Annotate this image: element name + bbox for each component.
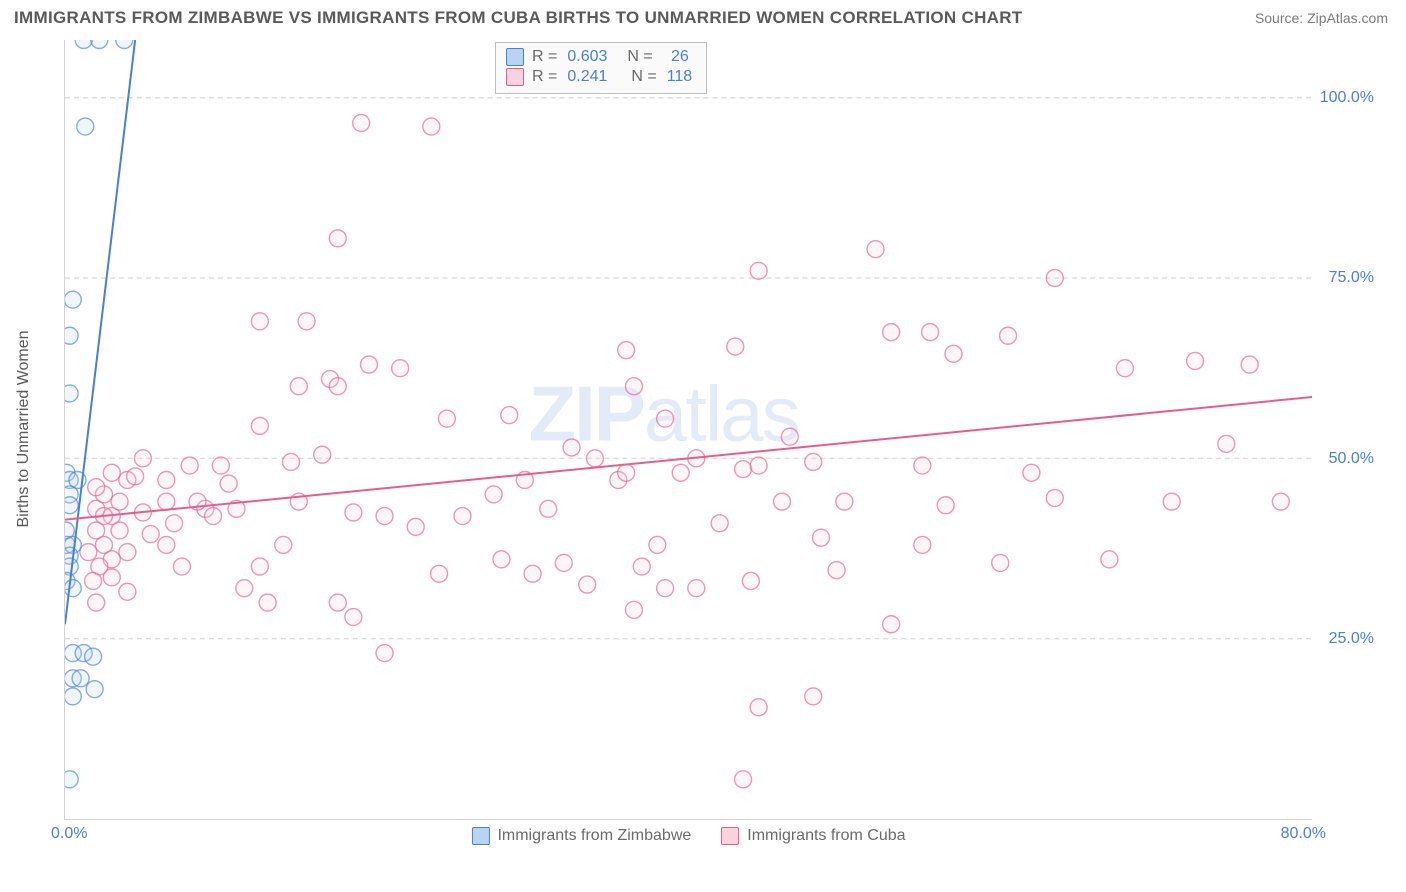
y-tick-label: 100.0%	[1320, 89, 1374, 107]
chart-title: IMMIGRANTS FROM ZIMBABWE VS IMMIGRANTS F…	[14, 8, 1023, 28]
x-tick-first: 0.0%	[51, 825, 87, 843]
plot-region: ZIPatlas R = 0.603 N = 26 R = 0.241 N = …	[64, 40, 1312, 820]
swatch-cuba	[506, 68, 524, 86]
plot-svg	[65, 40, 1312, 819]
n-label: N =	[631, 68, 656, 86]
r-label: R =	[532, 48, 557, 66]
legend-item-cuba: Immigrants from Cuba	[721, 827, 905, 845]
y-tick-label: 50.0%	[1329, 450, 1374, 468]
swatch-zimbabwe	[471, 827, 489, 845]
y-axis-label: Births to Unmarried Women	[15, 330, 33, 527]
swatch-zimbabwe	[506, 48, 524, 66]
stats-legend-box: R = 0.603 N = 26 R = 0.241 N = 118	[495, 42, 707, 94]
stats-row-cuba: R = 0.241 N = 118	[506, 67, 692, 87]
source-attribution: Source: ZipAtlas.com	[1255, 10, 1388, 26]
chart-header: IMMIGRANTS FROM ZIMBABWE VS IMMIGRANTS F…	[0, 0, 1406, 30]
r-value-zimbabwe: 0.603	[567, 48, 607, 66]
r-label: R =	[532, 68, 557, 86]
legend-label-zimbabwe: Immigrants from Zimbabwe	[497, 827, 691, 845]
y-tick-label: 25.0%	[1329, 630, 1374, 648]
r-value-cuba: 0.241	[567, 68, 611, 86]
n-value-zimbabwe: 26	[663, 48, 689, 66]
x-tick-last: 80.0%	[1281, 825, 1326, 843]
n-value-cuba: 118	[667, 68, 693, 86]
series-legend: Immigrants from Zimbabwe Immigrants from…	[471, 827, 905, 845]
legend-label-cuba: Immigrants from Cuba	[747, 827, 905, 845]
swatch-cuba	[721, 827, 739, 845]
legend-item-zimbabwe: Immigrants from Zimbabwe	[471, 827, 691, 845]
y-tick-label: 75.0%	[1329, 269, 1374, 287]
n-label: N =	[627, 48, 652, 66]
stats-row-zimbabwe: R = 0.603 N = 26	[506, 47, 692, 67]
chart-area: Births to Unmarried Women ZIPatlas R = 0…	[46, 40, 1376, 840]
